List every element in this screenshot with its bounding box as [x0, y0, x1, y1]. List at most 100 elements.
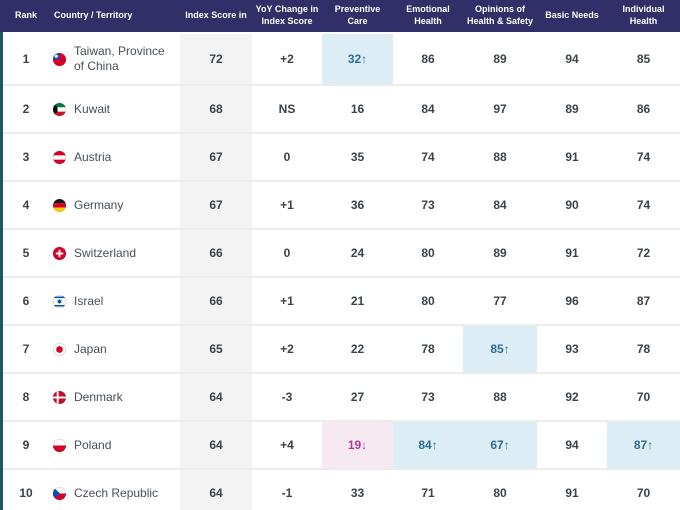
- preventive-care-cell: 24: [350, 246, 365, 260]
- opinions-health-safety-cell: 84: [493, 198, 507, 212]
- rank-cell: 6: [22, 294, 30, 308]
- opinions-health-safety-cell: 88: [493, 390, 507, 404]
- country-name: Germany: [74, 197, 124, 212]
- basic-needs-cell: 96: [565, 294, 579, 308]
- preventive-care-cell: 22: [350, 342, 365, 356]
- individual-health-cell: 86: [636, 102, 651, 116]
- rank-cell: 8: [22, 390, 30, 404]
- country-name: Kuwait: [74, 101, 111, 116]
- yoy-change-cell: +4: [280, 438, 294, 452]
- header-opinions-health-safety: Opinions of Health & Safety: [466, 4, 534, 26]
- individual-health-cell: 74: [636, 150, 651, 164]
- header-yoy-change: YoY Change in Index Score: [255, 4, 319, 26]
- table-row: 10 Czech Republic 64 -1 33 71 80 91 70: [0, 468, 680, 510]
- country-cell: Switzerland: [52, 230, 180, 276]
- basic-needs-cell: 90: [565, 198, 579, 212]
- index-score-cell: 64: [180, 422, 252, 468]
- header-country-territory: Country / Territory: [54, 10, 133, 21]
- country-name: Japan: [74, 341, 107, 356]
- basic-needs-cell: 92: [565, 390, 579, 404]
- preventive-care-cell: 27: [350, 390, 365, 404]
- index-score-cell: 67: [180, 134, 252, 180]
- index-score-cell: 66: [180, 278, 252, 324]
- israel-flag-icon: [53, 294, 66, 308]
- country-cell: Czech Republic: [52, 470, 180, 510]
- preventive-care-cell: 36: [350, 198, 365, 212]
- emotional-health-cell: 84: [421, 102, 435, 116]
- opinions-health-safety-cell: 80: [493, 486, 507, 500]
- yoy-change-cell: -1: [281, 486, 293, 500]
- table-row: 7 Japan 65 +2 22 78 85↑ 93 78: [0, 324, 680, 372]
- emotional-health-cell: 86: [421, 52, 435, 66]
- opinions-health-safety-cell: 77: [493, 294, 507, 308]
- rank-cell: 10: [19, 486, 33, 500]
- kuwait-flag-icon: [53, 102, 66, 116]
- yoy-change-cell: +2: [280, 52, 294, 66]
- denmark-flag-icon: [53, 390, 66, 404]
- header-body-divider: [0, 32, 680, 34]
- yoy-change-cell: +1: [280, 198, 294, 212]
- emotional-health-cell: 78: [421, 342, 435, 356]
- emotional-health-cell: 73: [421, 390, 435, 404]
- preventive-care-cell: 19↓: [322, 422, 393, 468]
- country-name: Poland: [74, 437, 112, 452]
- index-score-cell: 67: [180, 182, 252, 228]
- table-header-row: Rank Country / Territory Index Score in …: [0, 0, 680, 32]
- emotional-health-cell: 84↑: [393, 422, 463, 468]
- emotional-health-cell: 80: [421, 294, 435, 308]
- header-rank: Rank: [14, 10, 37, 21]
- country-cell: Taiwan, Province of China: [52, 34, 180, 84]
- taiwan-flag-icon: [53, 52, 66, 66]
- header-individual-health: Individual Health: [622, 4, 665, 26]
- yoy-change-cell: NS: [278, 102, 296, 116]
- rank-cell: 5: [22, 246, 30, 260]
- table-row: 6 Israel 66 +1 21 80 77 96 87: [0, 276, 680, 324]
- country-name: Taiwan, Province of China: [74, 44, 165, 73]
- basic-needs-cell: 91: [565, 246, 579, 260]
- preventive-care-cell: 21: [350, 294, 365, 308]
- table-row: 8 Denmark 64 -3 27 73 88 92 70: [0, 372, 680, 420]
- individual-health-cell: 70: [636, 486, 651, 500]
- index-score-cell: 64: [180, 470, 252, 510]
- country-name: Switzerland: [74, 245, 137, 260]
- individual-health-cell: 74: [636, 198, 651, 212]
- yoy-change-cell: +1: [280, 294, 294, 308]
- table-row: 9 Poland 64 +4 19↓ 84↑ 67↑ 94 87↑: [0, 420, 680, 468]
- austria-flag-icon: [53, 150, 66, 164]
- individual-health-cell: 87↑: [607, 422, 680, 468]
- left-accent-bar: [0, 32, 3, 510]
- poland-flag-icon: [53, 438, 66, 452]
- rank-cell: 7: [22, 342, 30, 356]
- rank-cell: 2: [22, 102, 30, 116]
- preventive-care-cell: 33: [350, 486, 365, 500]
- individual-health-cell: 70: [636, 390, 651, 404]
- header-index-score: Index Score in: [185, 10, 247, 21]
- index-score-cell: 64: [180, 374, 252, 420]
- emotional-health-cell: 80: [421, 246, 435, 260]
- country-name: Denmark: [74, 389, 123, 404]
- country-cell: Denmark: [52, 374, 180, 420]
- yoy-change-cell: 0: [283, 246, 291, 260]
- opinions-health-safety-cell: 85↑: [463, 326, 537, 372]
- rank-cell: 3: [22, 150, 30, 164]
- basic-needs-cell: 91: [565, 150, 579, 164]
- emotional-health-cell: 74: [421, 150, 435, 164]
- yoy-change-cell: -3: [281, 390, 293, 404]
- index-score-cell: 65: [180, 326, 252, 372]
- individual-health-cell: 87: [636, 294, 651, 308]
- rank-cell: 4: [22, 198, 30, 212]
- individual-health-cell: 78: [636, 342, 651, 356]
- table-row: 3 Austria 67 0 35 74 88 91 74: [0, 132, 680, 180]
- preventive-care-cell: 32↑: [322, 34, 393, 84]
- rank-cell: 9: [22, 438, 30, 452]
- country-cell: Austria: [52, 134, 180, 180]
- country-cell: Germany: [52, 182, 180, 228]
- japan-flag-icon: [53, 342, 66, 356]
- opinions-health-safety-cell: 89: [493, 246, 507, 260]
- rank-cell: 1: [22, 52, 30, 66]
- yoy-change-cell: +2: [280, 342, 294, 356]
- index-score-cell: 68: [180, 86, 252, 132]
- country-name: Austria: [74, 149, 112, 164]
- table-row: 1 Taiwan, Province of China 72 +2 32↑ 86…: [0, 34, 680, 84]
